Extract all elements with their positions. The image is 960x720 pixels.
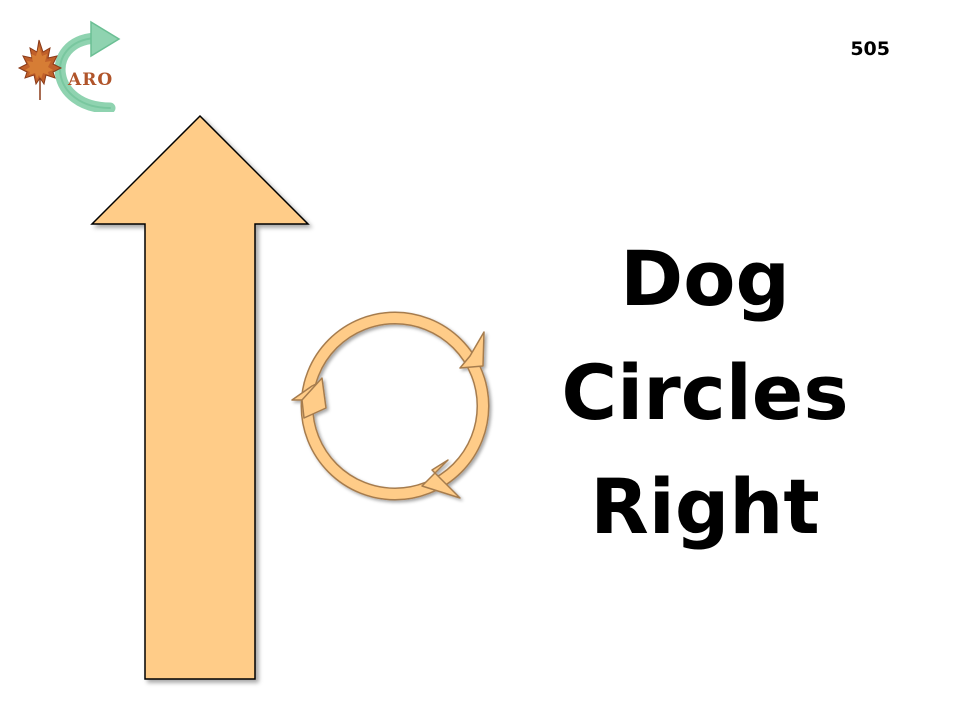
title-line-circles: Circles [561, 348, 849, 437]
maple-leaf-icon [17, 39, 63, 100]
sign-number: 505 [850, 38, 890, 60]
sign-title: Dog Circles Right [520, 222, 890, 564]
title-line-right: Right [590, 462, 820, 551]
curved-arrow-icon [54, 20, 121, 114]
logo-text: ARO [68, 70, 114, 90]
aro-logo: ARO [15, 12, 125, 114]
up-arrow-icon [90, 114, 310, 680]
clockwise-circle-arrows-icon [291, 311, 490, 501]
title-line-dog: Dog [620, 234, 790, 323]
